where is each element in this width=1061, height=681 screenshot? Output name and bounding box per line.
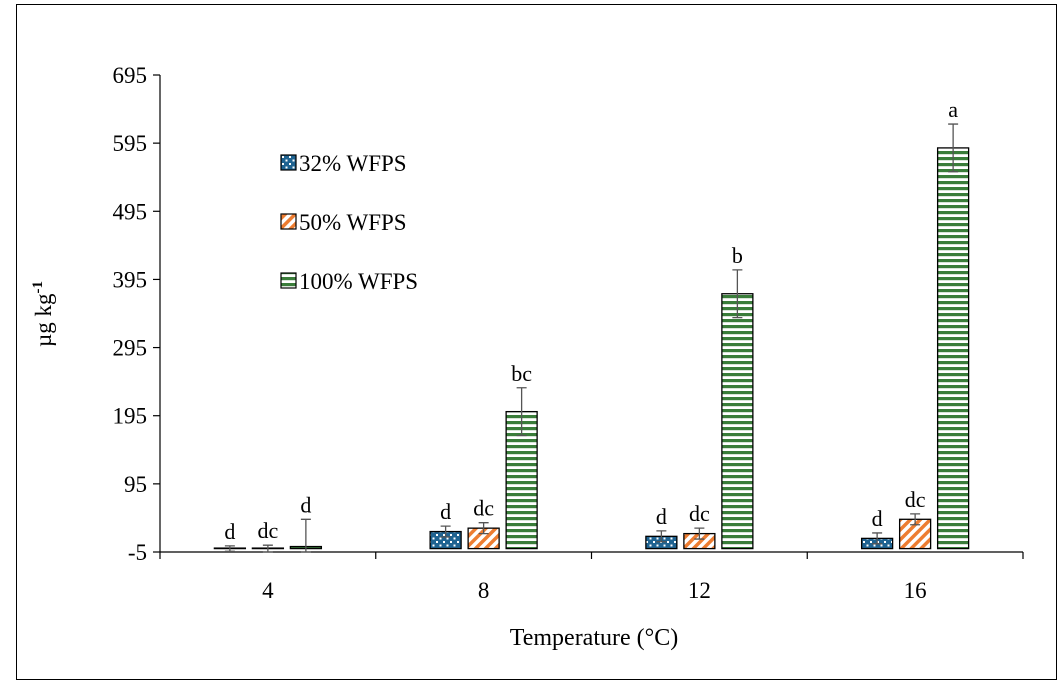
legend-swatch [280, 154, 297, 171]
significance-letter: d [300, 492, 311, 517]
x-tick-label: 12 [688, 578, 711, 603]
y-tick-label: 695 [113, 63, 148, 88]
error-bar [656, 530, 667, 543]
significance-letter: bc [511, 361, 532, 386]
chart-frame: µg kg-1 Temperature (°C) -5 95 195 295 395 49… [16, 4, 1057, 680]
significance-letter: a [948, 97, 958, 122]
y-axis-label: µg kg-1 [30, 281, 56, 347]
error-bar [478, 522, 489, 535]
error-bar [516, 387, 527, 437]
y-tick-label: 495 [113, 199, 148, 224]
significance-letter: dc [257, 518, 278, 543]
error-bar [694, 527, 705, 540]
significance-letter: d [656, 504, 667, 529]
bar-chart: µg kg-1 Temperature (°C) -5 95 195 295 395 49… [30, 63, 1024, 651]
error-bar [262, 544, 273, 553]
significance-letter: dc [473, 496, 494, 521]
x-tick-label: 16 [904, 578, 927, 603]
legend-label: 50% WFPS [299, 210, 407, 235]
significance-letter: d [440, 499, 451, 524]
bar [936, 147, 970, 550]
significance-letter: b [732, 243, 743, 268]
x-tick-label: 4 [262, 578, 274, 603]
significance-letter: dc [689, 501, 710, 526]
y-tick-label: 195 [113, 404, 148, 429]
legend-swatch [280, 213, 297, 230]
y-tick-label: 295 [113, 336, 148, 361]
error-bar [440, 525, 451, 538]
x-tick-label: 8 [478, 578, 490, 603]
error-bar [732, 269, 743, 319]
y-tick-label: 595 [113, 131, 148, 156]
bar-series [213, 147, 970, 550]
error-bars [224, 123, 959, 553]
y-tick-label: -5 [128, 540, 147, 565]
error-bar [224, 545, 235, 552]
y-tick-label: 95 [124, 472, 147, 497]
error-bar [872, 532, 883, 545]
legend-label: 32% WFPS [299, 151, 407, 176]
y-tick-labels: -5 95 195 295 395 495 595 695 [113, 63, 160, 565]
error-bar [948, 123, 959, 173]
legend-label: 100% WFPS [299, 269, 418, 294]
bar [721, 293, 754, 550]
error-bar [910, 513, 921, 526]
significance-letter: dc [905, 487, 926, 512]
legend-swatch [280, 272, 297, 289]
significance-letter: d [224, 519, 235, 544]
significance-letter: d [872, 506, 883, 531]
legend: 32% WFPS 50% WFPS 100% WFPS [280, 151, 418, 294]
y-tick-label: 395 [113, 267, 148, 292]
x-tick-labels: 4 8 12 16 [159, 552, 1024, 603]
error-bar [300, 518, 311, 553]
x-axis-label: Temperature (°C) [510, 625, 679, 651]
